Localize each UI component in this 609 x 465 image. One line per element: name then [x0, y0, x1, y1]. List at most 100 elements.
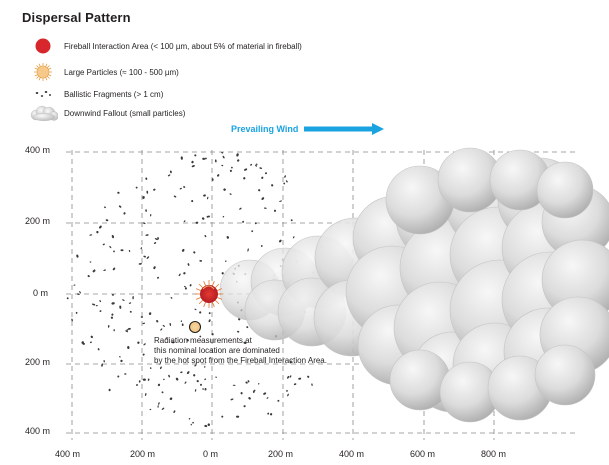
fragment	[223, 188, 226, 191]
y-tick-label: 200 m	[25, 216, 51, 226]
fragment	[189, 284, 192, 287]
fragment	[277, 399, 280, 402]
fragment	[253, 389, 256, 392]
legend-item-fireball: Fireball Interaction Area (< 100 µm, abo…	[28, 37, 302, 55]
fallout-cloud-icon	[28, 104, 58, 122]
fragment	[222, 215, 225, 218]
y-tick-label: 400 m	[25, 145, 51, 155]
fragment	[215, 376, 217, 378]
fragment	[157, 236, 159, 240]
fragment	[271, 184, 274, 187]
fragment	[128, 249, 131, 253]
fragment	[254, 164, 258, 167]
fragment	[257, 383, 260, 385]
fragment	[283, 182, 286, 185]
ballistic-fragments-icon	[28, 85, 58, 103]
fragment	[159, 366, 162, 370]
fragment	[136, 384, 138, 386]
fragment	[293, 383, 297, 386]
fireball-ray	[217, 288, 223, 291]
fragment	[247, 380, 250, 383]
fragment	[258, 189, 261, 192]
fragment	[160, 328, 163, 331]
fragment	[137, 341, 140, 344]
fragment	[73, 284, 76, 286]
downwind-fallout-cloud	[219, 147, 609, 423]
wind-label: Prevailing Wind	[231, 124, 299, 134]
fragment	[292, 236, 295, 239]
fragment	[157, 405, 159, 408]
fragment	[162, 324, 165, 327]
fragment	[194, 364, 197, 367]
fragment	[211, 333, 214, 336]
fragment	[204, 424, 208, 428]
fragment	[111, 234, 115, 239]
fragment	[201, 217, 205, 220]
fragment	[206, 196, 209, 200]
fragment	[243, 177, 246, 180]
fragment	[102, 243, 105, 246]
fragment	[263, 392, 267, 395]
fragment	[111, 313, 114, 316]
fragment	[311, 383, 313, 386]
ballistic-fragments	[66, 151, 338, 428]
fragment	[290, 219, 293, 222]
fragment	[158, 402, 160, 405]
fragment	[163, 378, 165, 381]
fragment	[145, 234, 149, 236]
fragment	[202, 157, 206, 160]
fragment	[113, 329, 115, 332]
fragment	[237, 159, 240, 162]
fragment	[183, 220, 186, 223]
fragment	[221, 164, 224, 167]
fragment	[298, 377, 302, 380]
fragment	[145, 209, 147, 212]
fragment	[146, 190, 149, 194]
fragment	[248, 397, 251, 400]
fragment	[204, 235, 207, 238]
fragment	[169, 397, 173, 401]
fragment	[194, 308, 197, 311]
fragment	[142, 196, 145, 199]
fragment	[140, 247, 143, 250]
fragment	[229, 193, 232, 195]
fragment	[138, 380, 141, 383]
fragment	[132, 296, 134, 300]
annotation-line: by the hot spot from the Fireball Intera…	[154, 356, 327, 365]
fragment	[127, 327, 131, 330]
fragment	[287, 375, 290, 379]
fragment	[161, 391, 164, 394]
fragment	[230, 398, 234, 401]
fragment	[191, 160, 194, 164]
fragment	[99, 310, 102, 312]
fragment	[127, 345, 130, 350]
fragment	[194, 154, 197, 157]
cloud-puff	[536, 161, 594, 219]
x-tick-label: 200 m	[268, 449, 294, 459]
fragment	[259, 167, 263, 169]
fragment	[193, 251, 196, 254]
fragment	[167, 174, 171, 177]
fragment	[173, 195, 177, 198]
fragment	[75, 311, 78, 314]
fragment	[171, 341, 175, 344]
fragment	[146, 256, 150, 259]
fragment	[110, 316, 114, 319]
fragment	[243, 405, 246, 408]
fireball-ray	[215, 300, 220, 305]
legend-label: Fireball Interaction Area (< 100 µm, abo…	[64, 41, 302, 51]
cloud-puff	[534, 344, 596, 406]
fragment	[250, 163, 253, 166]
fragment	[142, 378, 146, 381]
fragment	[173, 410, 176, 413]
fragment	[203, 194, 206, 197]
fragment	[186, 371, 190, 375]
fragment	[222, 155, 225, 159]
fragment	[128, 302, 132, 304]
fragment	[190, 423, 193, 426]
fragment	[97, 348, 100, 351]
fragment	[208, 319, 211, 323]
fragment	[170, 297, 173, 299]
fragment	[193, 374, 196, 377]
